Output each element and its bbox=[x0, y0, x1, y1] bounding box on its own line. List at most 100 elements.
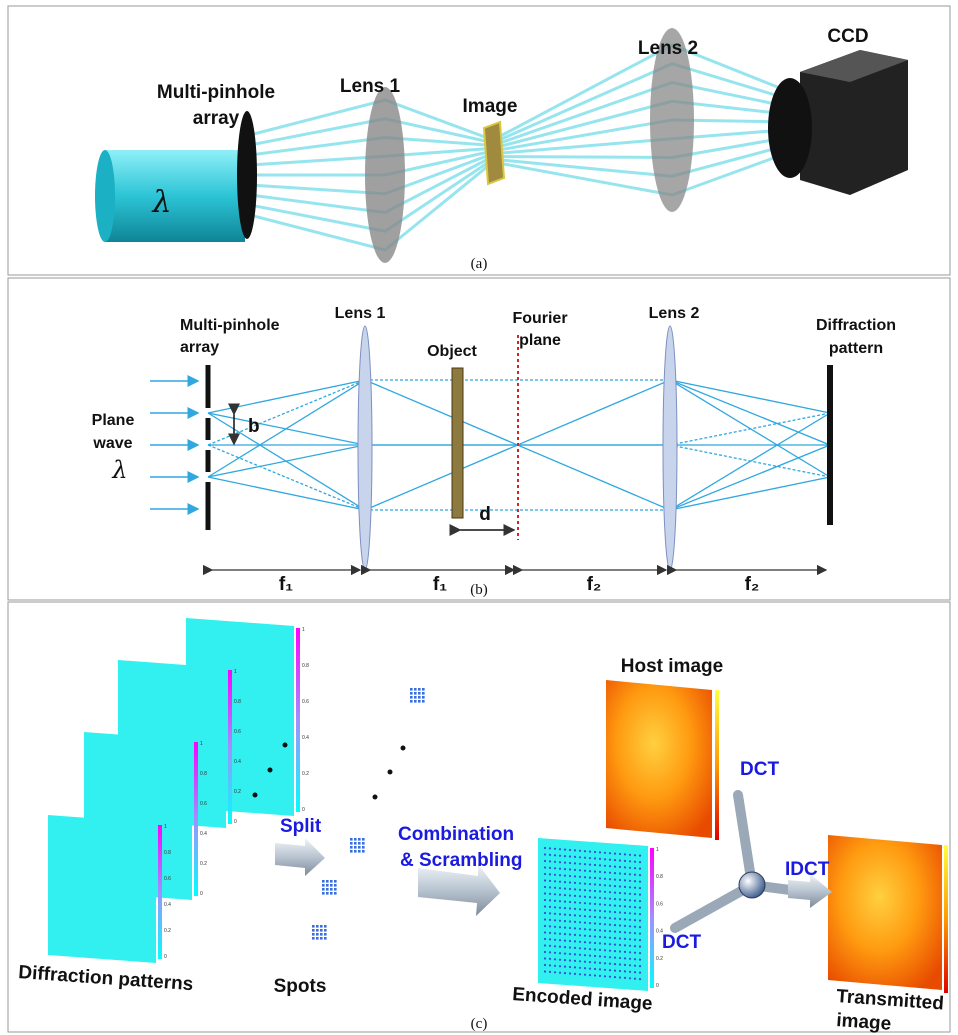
encoded-dot bbox=[614, 892, 616, 894]
encoded-dot bbox=[609, 976, 611, 978]
encoded-dot bbox=[594, 851, 596, 853]
spot bbox=[358, 842, 361, 845]
spot bbox=[312, 937, 315, 940]
encoded-dot bbox=[569, 914, 571, 916]
encoded-dot bbox=[619, 944, 621, 946]
colorbar-tick: 0 bbox=[164, 954, 167, 960]
encoded-dot bbox=[589, 851, 591, 853]
encoded-dot bbox=[634, 939, 636, 941]
encoded-dot bbox=[579, 967, 581, 969]
encoded-dot bbox=[639, 926, 641, 928]
encoded-dot bbox=[639, 907, 641, 909]
spot bbox=[422, 696, 425, 699]
ray bbox=[670, 477, 830, 510]
encoded-dot bbox=[549, 964, 551, 966]
encoded-dot bbox=[564, 894, 566, 896]
encoded-dot bbox=[619, 924, 621, 926]
encoded-dot bbox=[634, 861, 636, 863]
spot bbox=[320, 929, 323, 932]
encoded-dot bbox=[624, 866, 626, 868]
label: plane bbox=[519, 332, 561, 349]
plane-wave-arrows bbox=[150, 381, 198, 509]
spot bbox=[320, 937, 323, 940]
encoded-dot bbox=[619, 859, 621, 861]
encoded-dot bbox=[579, 928, 581, 930]
encoded-dot bbox=[619, 931, 621, 933]
colorbar-tick: 0.4 bbox=[200, 831, 207, 837]
encoded-dot bbox=[609, 878, 611, 880]
encoded-dot bbox=[604, 897, 606, 899]
encoded-dot bbox=[599, 864, 601, 866]
encoded-dot bbox=[544, 938, 546, 940]
encoded-dot bbox=[549, 971, 551, 973]
encoded-dot bbox=[634, 932, 636, 934]
lens bbox=[365, 87, 405, 263]
encoded-dot bbox=[549, 899, 551, 901]
colorbar bbox=[194, 742, 198, 896]
ray bbox=[208, 380, 365, 477]
rays bbox=[250, 45, 790, 250]
spot bbox=[414, 696, 417, 699]
encoded-dot bbox=[544, 970, 546, 972]
encoded-dot bbox=[599, 877, 601, 879]
colorbar-tick: 0.8 bbox=[234, 699, 241, 705]
spot bbox=[422, 692, 425, 695]
encoded-dot bbox=[604, 917, 606, 919]
encoded-dot bbox=[624, 977, 626, 979]
encoded-dot bbox=[564, 914, 566, 916]
label: IDCT bbox=[785, 859, 830, 880]
encoded-dot bbox=[579, 960, 581, 962]
label: array bbox=[180, 339, 219, 356]
encoded-dot bbox=[569, 927, 571, 929]
encoded-dot bbox=[544, 892, 546, 894]
encoded-dot bbox=[599, 949, 601, 951]
encoded-dot bbox=[574, 875, 576, 877]
encoded-dot bbox=[584, 928, 586, 930]
label: Multi-pinhole bbox=[157, 82, 275, 103]
label: d bbox=[479, 504, 491, 525]
encoded-dot bbox=[604, 943, 606, 945]
encoded-dot bbox=[559, 926, 561, 928]
encoded-dot bbox=[569, 907, 571, 909]
encoded-dot bbox=[629, 977, 631, 979]
encoded-dot bbox=[624, 899, 626, 901]
spot bbox=[316, 937, 319, 940]
encoded-dot bbox=[554, 945, 556, 947]
colorbar-tick: 0.6 bbox=[302, 699, 309, 705]
encoded-dot bbox=[584, 935, 586, 937]
encoded-dot bbox=[574, 862, 576, 864]
caption: (b) bbox=[470, 582, 488, 598]
encoded-dot bbox=[544, 853, 546, 855]
encoded-dot bbox=[594, 877, 596, 879]
encoded-dot bbox=[584, 902, 586, 904]
encoded-dot bbox=[624, 938, 626, 940]
encoded-dot bbox=[554, 913, 556, 915]
encoded-dot bbox=[589, 883, 591, 885]
encoded-dot bbox=[624, 957, 626, 959]
encoded-dot bbox=[624, 879, 626, 881]
encoded-dot bbox=[619, 970, 621, 972]
hub bbox=[739, 872, 765, 898]
figure: Multi-pinhole array Lens 1 Image Lens 2 … bbox=[0, 0, 958, 1035]
encoded-dot bbox=[574, 960, 576, 962]
spot bbox=[322, 884, 325, 887]
spot bbox=[354, 842, 357, 845]
encoded-dot bbox=[594, 961, 596, 963]
spot bbox=[422, 688, 425, 691]
colorbar-tick: 1 bbox=[656, 847, 659, 853]
spot bbox=[316, 925, 319, 928]
encoded-dot bbox=[619, 885, 621, 887]
encoded-dot bbox=[629, 854, 631, 856]
encoded-dot bbox=[559, 861, 561, 863]
encoded-dot bbox=[624, 860, 626, 862]
label: wave bbox=[92, 435, 132, 452]
encoded-dot bbox=[574, 888, 576, 890]
pattern bbox=[48, 815, 156, 963]
encoded-dot bbox=[569, 953, 571, 955]
colorbar-tick: 1 bbox=[302, 627, 305, 633]
encoded-dot bbox=[609, 917, 611, 919]
encoded-dot bbox=[584, 961, 586, 963]
encoded-dot bbox=[579, 895, 581, 897]
encoded-dot bbox=[569, 849, 571, 851]
encoded-dot bbox=[609, 950, 611, 952]
